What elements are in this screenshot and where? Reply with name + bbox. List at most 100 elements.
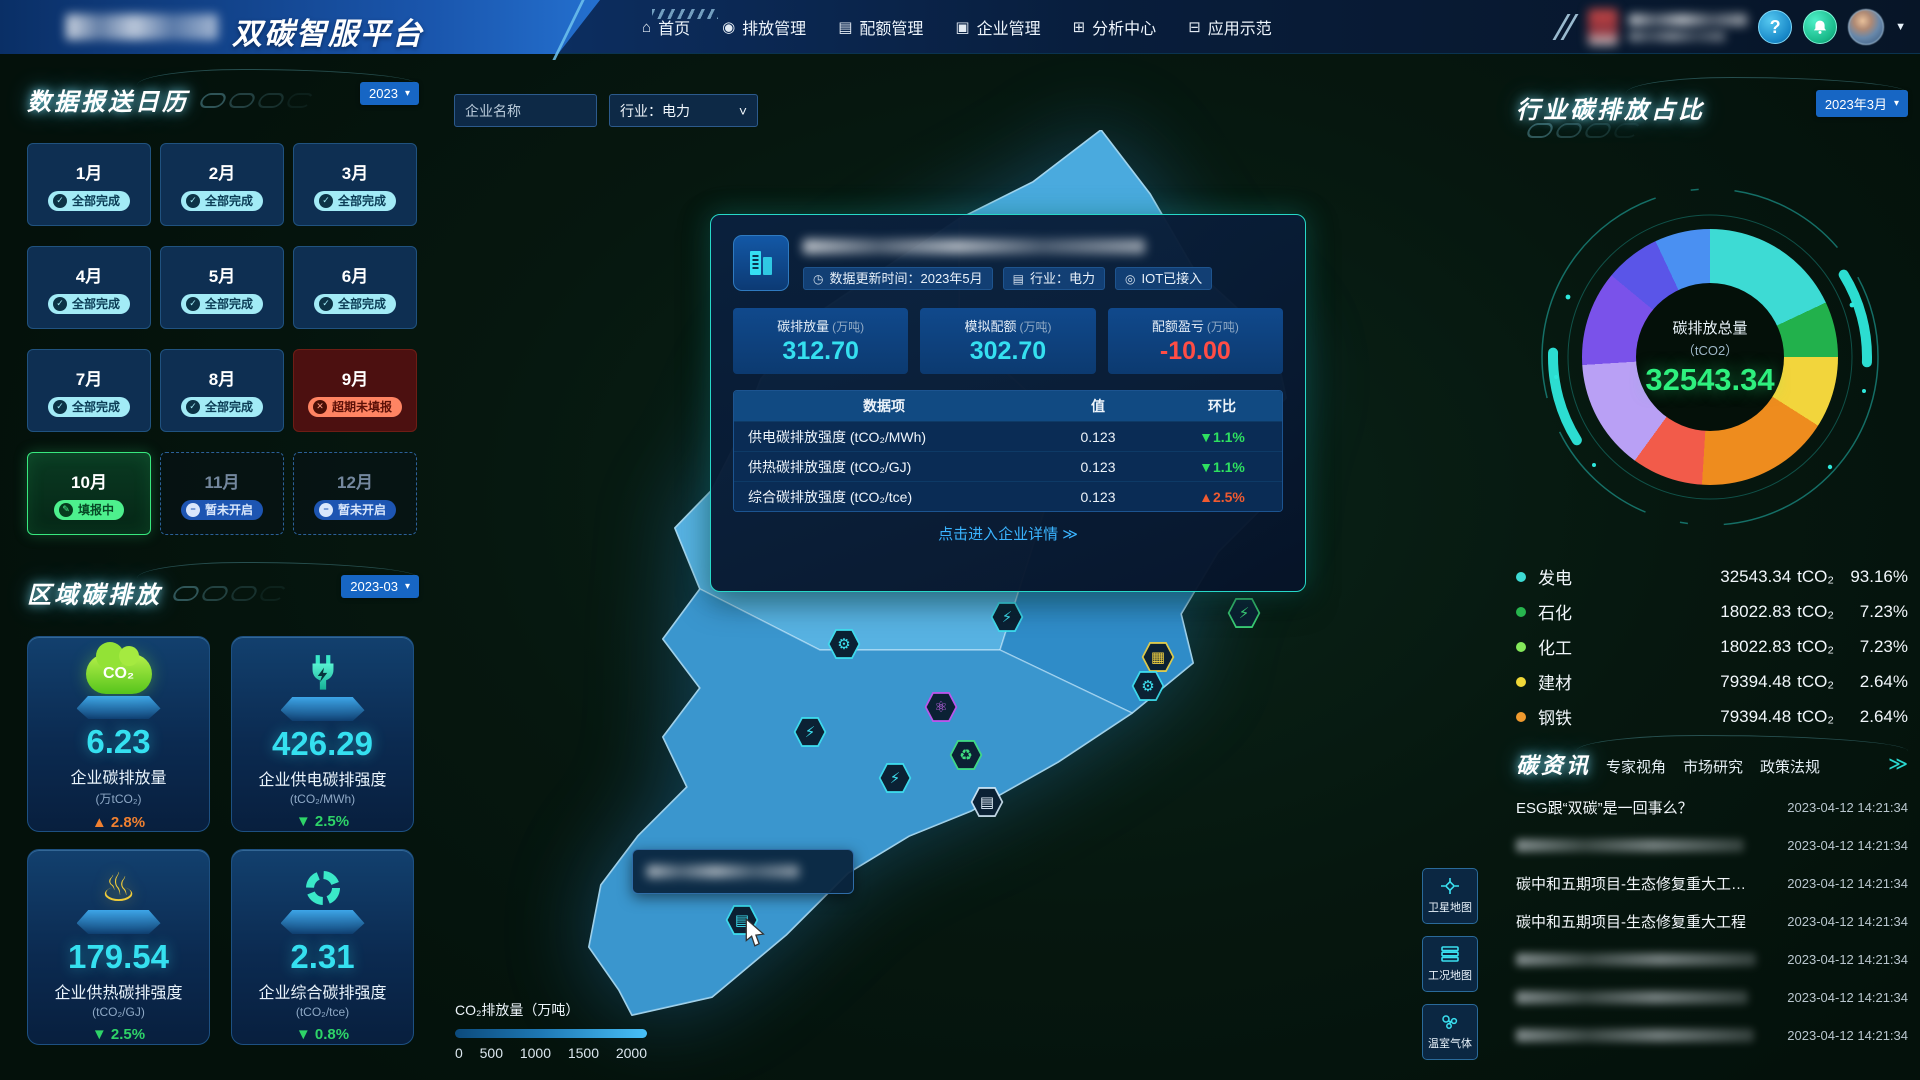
user-avatar[interactable] [1848, 9, 1885, 45]
news-item[interactable]: 2023-04-12 14:21:34 [1516, 1016, 1908, 1054]
news-item-time: 2023-04-12 14:21:34 [1787, 799, 1908, 815]
map-marker-icon[interactable]: ⚙ [827, 628, 861, 660]
stat-value: 312.70 [782, 337, 859, 365]
tag-label: IOT已接入 [1141, 271, 1203, 286]
month-card-may[interactable]: 5月 ✓ 全部完成 [160, 246, 284, 329]
help-button[interactable]: ? [1758, 10, 1793, 44]
news-item[interactable]: 碳中和五期项目-生态修复重大工程 2023-04-12 14:21:34 [1516, 902, 1908, 940]
ghg-map-button[interactable]: 温室气体 [1422, 1004, 1478, 1060]
tab-expert-view[interactable]: 专家视角 [1606, 758, 1667, 776]
month-card-sep[interactable]: 9月 ✕ 超期未填报 [293, 349, 417, 432]
month-label: 2月 [208, 163, 236, 183]
legend-dot [1516, 676, 1526, 687]
row-trend: ▲2.5% [1162, 489, 1282, 505]
stat-emission-box: 碳排放量 (万吨) 312.70 [733, 308, 909, 374]
legend-dot [1516, 711, 1526, 722]
legend-row: 化工 18022.83 tCO₂ 7.23% [1516, 629, 1908, 664]
satellite-map-button[interactable]: 卫星地图 [1422, 868, 1478, 924]
tab-policy[interactable]: 政策法规 [1760, 758, 1821, 776]
industry-month-dropdown[interactable]: 2023年3月 ▾ [1815, 90, 1908, 117]
trend-down-icon: ▼ [1199, 428, 1213, 445]
legend-value: 18022.83 [1720, 636, 1792, 656]
org-name-redacted [1629, 13, 1748, 41]
title-decor [1524, 123, 1643, 138]
company-search-input[interactable] [454, 94, 597, 127]
month-card-nov[interactable]: 11月 − 暂未开启 [160, 452, 284, 535]
nav-item-demo[interactable]: ⊟ 应用示范 [1188, 15, 1272, 39]
month-status-badge: ✓ 全部完成 [47, 293, 130, 314]
map-button-label: 工况地图 [1428, 970, 1472, 982]
map-marker-icon[interactable]: ▦ [1141, 641, 1175, 673]
news-item[interactable]: 2023-04-12 14:21:34 [1516, 940, 1908, 978]
month-status-badge: − 暂未开启 [313, 499, 396, 520]
nav-item-label: 首页 [658, 21, 691, 38]
enterprise-icon: ▣ [955, 19, 970, 36]
calendar-year-value: 2023 [369, 86, 398, 101]
check-icon: ✓ [318, 296, 333, 311]
map-marker-icon[interactable]: ⚡ [878, 762, 912, 794]
terrain-icon [1441, 946, 1459, 962]
legend-percent: 2.64% [1859, 706, 1908, 726]
nav-item-emission[interactable]: ◉ 排放管理 [722, 15, 806, 39]
map-marker-icon[interactable]: ⚙ [1131, 670, 1165, 702]
month-card-jan[interactable]: 1月 ✓ 全部完成 [27, 143, 151, 226]
month-card-jul[interactable]: 7月 ✓ 全部完成 [27, 349, 151, 432]
news-item[interactable]: 2023-04-12 14:21:34 [1516, 978, 1908, 1016]
news-item[interactable]: 2023-04-12 14:21:34 [1516, 826, 1908, 864]
carbon-news-panel: 碳资讯 专家视角 市场研究 政策法规 ≫ ESG跟“双碳”是一回事么？ 2023-… [1516, 735, 1908, 1054]
stat-value: 302.70 [969, 337, 1047, 365]
news-more-arrow[interactable]: ≫ [1888, 753, 1908, 775]
month-status-badge: ✓ 全部完成 [47, 396, 130, 417]
user-menu-caret[interactable]: ▼ [1895, 21, 1906, 33]
map-marker-icon[interactable]: ⚡ [793, 716, 827, 748]
month-card-mar[interactable]: 3月 ✓ 全部完成 [293, 143, 417, 226]
emission-icon: ◉ [722, 19, 736, 36]
nav-item-enterprise[interactable]: ▣ 企业管理 [955, 15, 1040, 39]
legend-name: 发电 [1538, 569, 1572, 588]
month-status-text: 全部完成 [204, 399, 253, 414]
tab-market-research[interactable]: 市场研究 [1683, 758, 1744, 776]
map-marker-icon[interactable]: ⚡ [990, 601, 1024, 633]
terrain-map-button[interactable]: 工况地图 [1422, 936, 1478, 992]
month-status-text: 全部完成 [71, 193, 120, 208]
iot-icon: ◎ [1125, 271, 1136, 286]
legend-name: 石化 [1538, 604, 1572, 623]
legend-value: 79394.48 [1720, 706, 1792, 726]
notifications-button[interactable] [1803, 10, 1838, 44]
row-trend: ▼1.1% [1162, 429, 1282, 445]
month-card-dec[interactable]: 12月 − 暂未开启 [293, 452, 417, 535]
map-marker-icon[interactable]: ⚡ [1227, 597, 1261, 629]
news-item-time: 2023-04-12 14:21:34 [1787, 1027, 1908, 1043]
map-marker-icon[interactable]: ▤ [970, 786, 1004, 818]
map-marker-icon[interactable]: ♻ [949, 739, 983, 771]
iot-tag: ◎ IOT已接入 [1115, 267, 1213, 290]
news-item-title-redacted [1516, 990, 1748, 1004]
enter-company-detail-link[interactable]: 点击进入企业详情 ≫ [938, 526, 1078, 543]
month-status-badge: ✓ 全部完成 [47, 190, 130, 211]
nav-item-home[interactable]: ⌂ 首页 [642, 15, 690, 39]
stat-trend: ▼ 2.5% [296, 813, 349, 830]
nav-right-cluster: ? ▼ [1552, 0, 1906, 54]
table-row: 综合碳排放强度 (tCO₂/tce) 0.123 ▲2.5% [734, 481, 1282, 511]
pedestal-glow [280, 910, 365, 934]
nav-item-analysis[interactable]: ⊞ 分析中心 [1073, 15, 1157, 39]
month-card-jun[interactable]: 6月 ✓ 全部完成 [293, 246, 417, 329]
month-card-aug[interactable]: 8月 ✓ 全部完成 [160, 349, 284, 432]
heat-icon: ♨ [100, 866, 137, 910]
month-card-feb[interactable]: 2月 ✓ 全部完成 [160, 143, 284, 226]
month-card-oct[interactable]: 10月 ✎ 填报中 [27, 452, 151, 535]
calendar-year-dropdown[interactable]: 2023 ▾ [360, 82, 419, 105]
check-icon: ✓ [185, 193, 200, 208]
map-marker-icon[interactable]: ▤ [725, 904, 759, 936]
news-item[interactable]: 碳中和五期项目-生态修复重大工程... 2023-04-12 14:21:34 [1516, 864, 1908, 902]
news-item[interactable]: ESG跟“双碳”是一回事么？ 2023-04-12 14:21:34 [1516, 788, 1908, 826]
month-card-apr[interactable]: 4月 ✓ 全部完成 [27, 246, 151, 329]
regional-month-dropdown[interactable]: 2023-03 ▾ [341, 575, 419, 598]
industry-select[interactable]: 行业：电力 ˅ [609, 94, 758, 127]
map-button-label: 卫星地图 [1428, 902, 1472, 914]
month-label: 4月 [75, 266, 103, 286]
map-region-south[interactable] [588, 588, 1134, 1016]
month-status-text: 全部完成 [71, 296, 120, 311]
nav-item-quota[interactable]: ▤ 配额管理 [838, 15, 923, 39]
map-marker-icon[interactable]: ⚛ [924, 691, 958, 723]
